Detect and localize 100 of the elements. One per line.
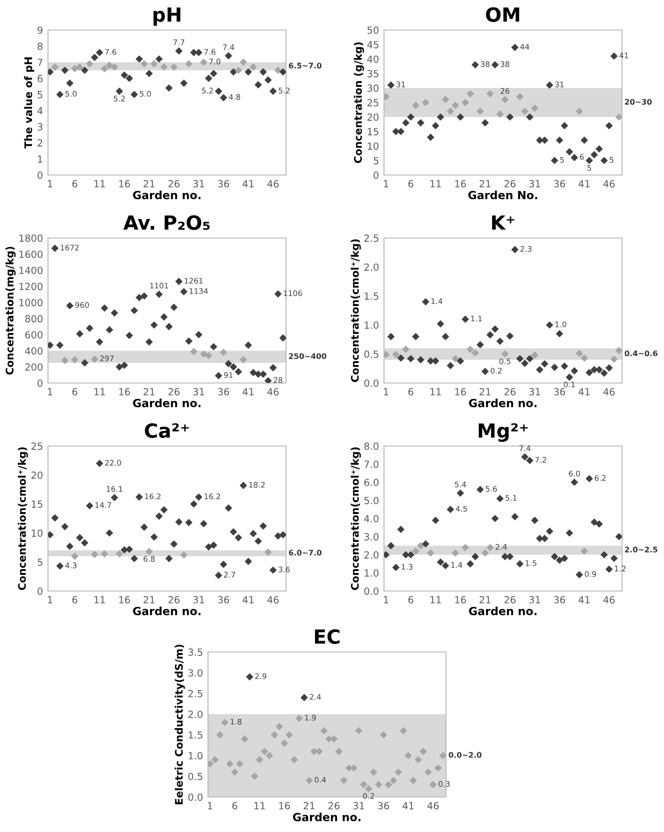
y-tick-label: 1.5 xyxy=(364,292,378,300)
point xyxy=(446,506,454,514)
point xyxy=(180,288,188,296)
point xyxy=(224,52,232,60)
point xyxy=(266,752,274,760)
x-tick-label: 26 xyxy=(504,388,516,396)
y-tick-label: 1.5 xyxy=(188,731,202,739)
point xyxy=(66,79,74,87)
point xyxy=(140,292,148,300)
point xyxy=(81,539,88,547)
y-axis-title: The value of pH xyxy=(24,57,34,149)
x-tick-label: 11 xyxy=(254,802,265,810)
point xyxy=(71,552,78,560)
point xyxy=(120,362,128,369)
y-tick-label: 600 xyxy=(25,331,42,338)
point xyxy=(501,350,509,358)
x-tick-label: 36 xyxy=(378,802,390,810)
point xyxy=(190,348,198,356)
point xyxy=(546,321,554,329)
point xyxy=(550,364,558,372)
point xyxy=(556,330,564,338)
y-tick-label: 3.0 xyxy=(364,533,378,540)
y-tick-label: 1.0 xyxy=(188,752,202,760)
point xyxy=(210,542,218,549)
point xyxy=(511,44,519,52)
x-tick-label: 46 xyxy=(603,596,615,604)
point xyxy=(126,332,133,340)
y-tick-label: 0 xyxy=(38,587,42,595)
point xyxy=(175,278,183,286)
point xyxy=(511,246,519,254)
point xyxy=(221,718,229,726)
point xyxy=(160,63,168,71)
point xyxy=(250,530,257,538)
point xyxy=(407,354,414,362)
x-axis-title: Garden no. xyxy=(132,190,200,200)
y-tick-label: 5 xyxy=(374,157,378,164)
y-tick-label: 25 xyxy=(367,98,378,106)
point xyxy=(240,58,248,66)
x-axis-title: Garden no. xyxy=(132,398,200,408)
y-tick-label: 400 xyxy=(25,347,42,355)
point xyxy=(220,94,228,102)
point xyxy=(516,354,524,362)
point xyxy=(254,537,262,545)
x-tick-label: 6 xyxy=(408,180,414,188)
point xyxy=(230,528,238,536)
point xyxy=(110,494,118,502)
point xyxy=(610,52,618,60)
point xyxy=(290,756,298,764)
point xyxy=(412,332,420,340)
point xyxy=(286,731,293,739)
point xyxy=(605,122,613,130)
point xyxy=(200,58,208,66)
point xyxy=(546,528,554,535)
point xyxy=(596,366,603,374)
point xyxy=(422,540,430,548)
y-tick-label: 2.0 xyxy=(364,551,378,559)
point xyxy=(170,304,178,311)
point xyxy=(254,81,262,88)
y-tick-label: 7 xyxy=(38,58,42,66)
point xyxy=(136,493,143,501)
point xyxy=(76,534,84,542)
point xyxy=(402,119,410,126)
point xyxy=(486,331,494,339)
x-tick-label: 6 xyxy=(408,388,414,396)
point xyxy=(439,752,446,760)
point xyxy=(615,346,622,354)
point xyxy=(560,122,568,130)
point xyxy=(491,514,499,522)
y-tick-label: 3 xyxy=(38,123,42,130)
y-tick-label: 35 xyxy=(368,70,378,78)
point xyxy=(536,366,544,374)
point xyxy=(394,768,402,776)
y-tick-label: 2.0 xyxy=(364,263,378,271)
x-tick-label: 26 xyxy=(504,596,516,604)
x-tick-label: 1 xyxy=(48,596,52,604)
y-tick-label: 50 xyxy=(368,26,378,34)
point xyxy=(402,346,410,354)
point xyxy=(81,66,88,74)
point xyxy=(387,542,395,550)
y-tick-label: 2 xyxy=(38,139,42,146)
point xyxy=(236,760,244,768)
point xyxy=(546,81,554,89)
x-tick-label: 36 xyxy=(218,180,230,188)
point xyxy=(170,63,178,71)
x-tick-label: 6 xyxy=(232,802,238,810)
x-tick-label: 11 xyxy=(430,388,441,396)
point xyxy=(506,113,514,121)
point xyxy=(570,367,578,374)
point xyxy=(600,551,608,558)
point xyxy=(96,460,104,468)
point xyxy=(596,520,603,528)
point xyxy=(420,748,427,756)
point xyxy=(56,562,64,570)
point xyxy=(486,544,494,552)
x-tick-label: 16 xyxy=(119,388,130,396)
y-tick-label: 15 xyxy=(32,500,42,508)
point xyxy=(374,780,382,788)
x-tick-label: 16 xyxy=(119,596,130,604)
point xyxy=(214,88,222,95)
point xyxy=(442,562,450,570)
